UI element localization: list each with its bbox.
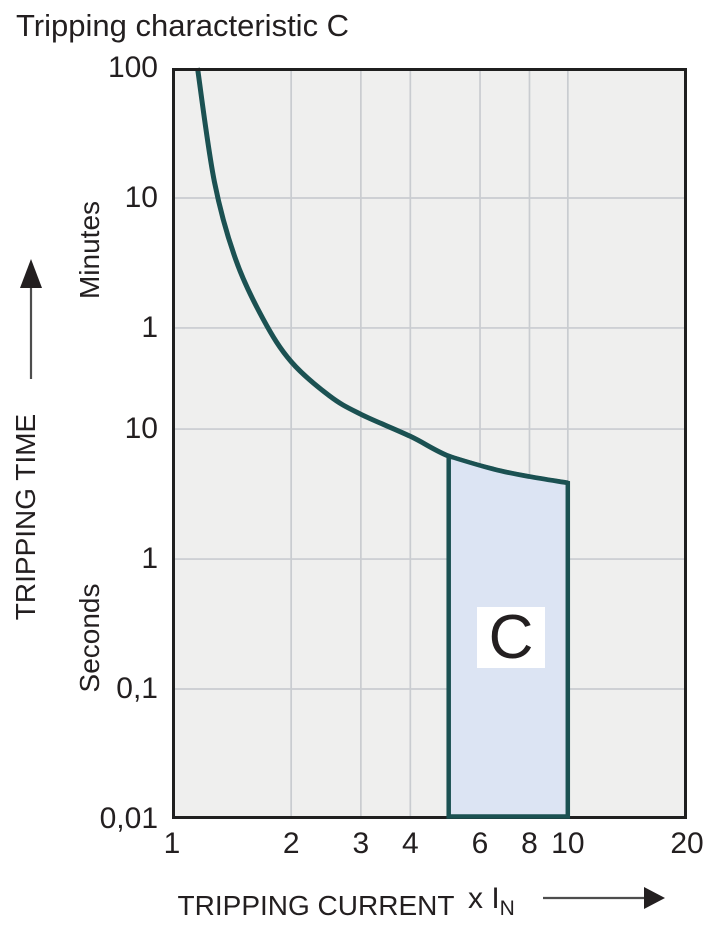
x-tick-label: 6 [471, 827, 489, 860]
plot-area [172, 67, 687, 819]
plot-border [172, 68, 687, 819]
x-axis-factor: x IN [468, 882, 515, 921]
y-axis-unit-minutes: Minutes [74, 200, 105, 300]
y-axis-unit-seconds: Seconds [74, 583, 105, 693]
y-tick-label: 1 [141, 542, 158, 576]
x-tick-label: 1 [163, 827, 181, 860]
x-tick-label: 8 [521, 827, 538, 860]
y-tick-label: 0,1 [116, 672, 158, 706]
y-tick-label: 10 [124, 412, 158, 446]
y-tick-label: 1 [141, 310, 158, 344]
up-arrow-icon [20, 259, 42, 379]
x-axis-factor-label: x I [468, 882, 500, 915]
x-tick-label: 10 [551, 827, 585, 860]
x-tick-label: 4 [401, 827, 419, 860]
y-tick-label: 10 [124, 180, 158, 214]
region-label-box: C [477, 603, 545, 672]
y-tick-label: 100 [107, 51, 158, 84]
x-axis-factor-subscript: N [499, 897, 515, 920]
y-tick-label: 0,01 [99, 802, 158, 835]
x-tick-label: 2 [282, 827, 300, 860]
x-tick-label: 20 [670, 827, 704, 860]
y-axis-title: TRIPPING TIME [10, 413, 41, 621]
page-title: Tripping characteristic C [16, 8, 350, 43]
plot-background [172, 68, 687, 819]
region-label: C [488, 603, 534, 672]
x-tick-label: 3 [352, 827, 370, 860]
right-arrow-icon [543, 887, 665, 909]
x-axis-title: TRIPPING CURRENT [177, 890, 455, 921]
